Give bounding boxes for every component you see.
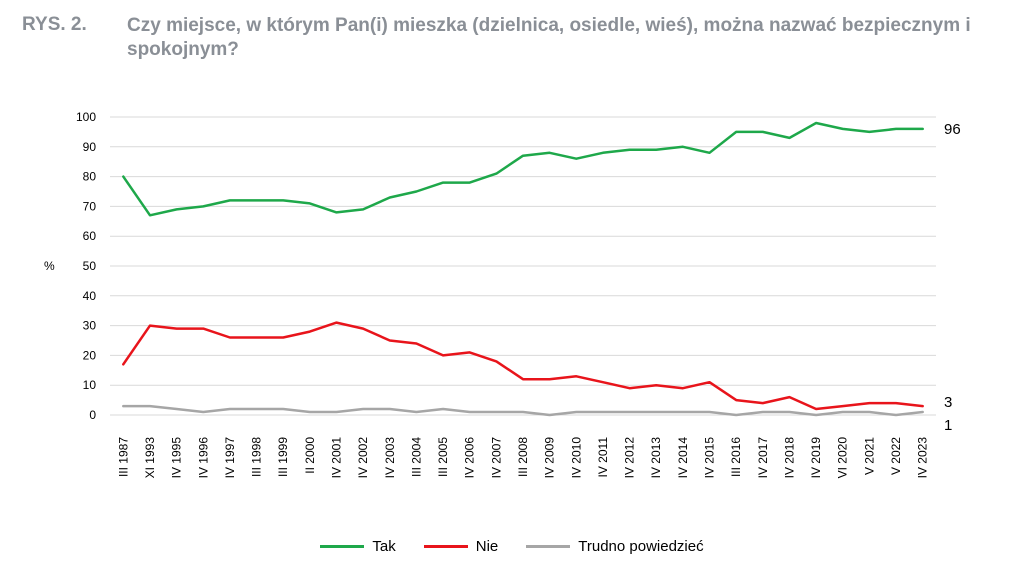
x-tick-label: IV 1997: [223, 437, 237, 479]
y-tick-label: 50: [83, 259, 97, 273]
x-tick-label: IV 2001: [329, 437, 343, 479]
x-tick-label: IV 2006: [463, 437, 477, 479]
x-tick-label: IV 2002: [356, 437, 370, 479]
end-label-trudno: 1: [944, 417, 952, 434]
x-tick-label: III 2016: [729, 437, 743, 477]
y-tick-label: 60: [83, 229, 97, 243]
x-tick-label: III 1999: [276, 437, 290, 477]
x-tick-label: IV 2018: [782, 437, 796, 479]
end-labels: 96 3 1: [944, 121, 961, 434]
y-tick-label: 90: [83, 140, 97, 154]
legend: Tak Nie Trudno powiedzieć: [0, 538, 1024, 555]
gridlines: [110, 116, 936, 416]
end-label-tak: 96: [944, 121, 961, 138]
x-tick-label: IV 1995: [170, 437, 184, 479]
x-tick-label: IV 2017: [756, 437, 770, 479]
legend-swatch-nie: [423, 545, 468, 548]
x-tick-label: V 2022: [889, 437, 903, 475]
figure-title: Czy miejsce, w którym Pan(i) mieszka (dz…: [127, 15, 971, 60]
legend-label-trudno: Trudno powiedzieć: [578, 538, 704, 555]
x-tick-label: IV 2010: [569, 437, 583, 479]
x-tick-label: IV 2012: [623, 437, 637, 479]
x-tick-label: IV 2014: [676, 437, 690, 479]
legend-item-trudno: Trudno powiedzieć: [526, 538, 704, 555]
y-tick-label: 80: [83, 170, 97, 184]
x-tick-label: IV 2019: [809, 437, 823, 479]
x-tick-label: III 2008: [516, 437, 530, 477]
legend-swatch-tak: [320, 545, 365, 548]
y-axis-ticks: 0 10 20 30 40 50 60 70 80 90 100: [76, 110, 96, 422]
x-tick-label: IV 2015: [703, 437, 717, 479]
x-tick-label: IV 2007: [489, 437, 503, 479]
legend-item-tak: Tak: [320, 538, 396, 555]
x-axis-ticks: III 1987 XI 1993 IV 1995 IV 1996 IV 1997 III …: [116, 437, 929, 479]
x-tick-label: II 2000: [303, 437, 317, 474]
legend-label-nie: Nie: [475, 538, 499, 555]
y-tick-label: 70: [83, 199, 97, 213]
end-label-nie: 3: [944, 394, 952, 411]
y-tick-label: 20: [83, 348, 97, 362]
x-tick-label: III 1987: [116, 437, 130, 477]
legend-item-nie: Nie: [423, 538, 499, 555]
x-tick-label: IV 2003: [383, 437, 397, 479]
x-tick-label: IV 2023: [916, 437, 930, 479]
x-tick-label: IV 2013: [649, 437, 663, 479]
x-tick-label: XI 1993: [143, 437, 157, 479]
legend-label-tak: Tak: [372, 538, 396, 555]
series-line-nie: [122, 321, 924, 411]
x-tick-label: IV 2009: [543, 437, 557, 479]
y-axis-label: %: [44, 259, 55, 273]
legend-swatch-trudno: [526, 545, 571, 548]
y-tick-label: 30: [83, 319, 97, 333]
x-tick-label: V 2021: [862, 437, 876, 475]
y-tick-label: 40: [83, 289, 97, 303]
x-tick-label: III 1998: [250, 437, 264, 477]
x-tick-label: VI 2020: [836, 437, 850, 479]
figure-label: RYS. 2.: [22, 14, 87, 35]
y-tick-label: 100: [76, 110, 96, 124]
x-tick-label: IV 2011: [596, 437, 610, 478]
series-lines: [122, 121, 924, 417]
y-tick-label: 0: [89, 408, 96, 422]
x-tick-label: IV 1996: [196, 437, 210, 479]
x-tick-label: III 2005: [436, 437, 450, 477]
x-tick-label: III 2004: [409, 437, 423, 477]
series-line-trudno: [122, 404, 924, 417]
y-tick-label: 10: [83, 378, 97, 392]
series-line-tak: [122, 121, 924, 217]
